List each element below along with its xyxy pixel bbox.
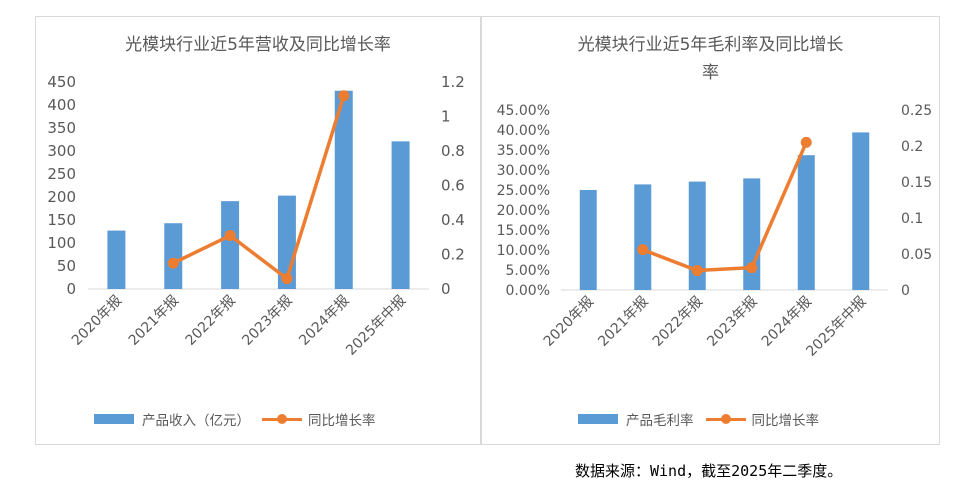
legend-item-growth: 同比增长率 <box>705 409 820 429</box>
y-left-tick-label: 25.00% <box>497 183 550 199</box>
margin-chart-title-line2: 率 <box>702 63 719 83</box>
bar <box>579 190 597 290</box>
growth-point <box>637 244 649 256</box>
y-left-tick-label: 300 <box>47 142 76 160</box>
y-left-tick-label: 5.00% <box>506 263 550 279</box>
growth-line <box>642 141 808 273</box>
y-right-tick-label: 0.25 <box>901 103 932 119</box>
x-tick-label: 2023年报 <box>239 293 295 349</box>
x-tick-label: 2020年报 <box>541 294 597 350</box>
margin-chart-panel: 光模块行业近5年毛利率及同比增长 率 0.00% 5.00% 10.00% 15.00… <box>481 16 940 445</box>
x-tick-label: 2021年报 <box>595 294 651 350</box>
y-left-tick-label: 20.00% <box>497 203 550 219</box>
growth-point <box>281 273 293 285</box>
legend-item-revenue: 产品收入（亿元） <box>94 409 250 429</box>
legend-item-growth: 同比增长率 <box>262 409 376 429</box>
y-right-tick-label: 0.05 <box>901 247 932 263</box>
legend-line-swatch <box>262 414 302 424</box>
y-left-tick-label: 250 <box>47 165 76 183</box>
y-left-tick-label: 10.00% <box>497 243 550 259</box>
y-left-tick-label: 15.00% <box>497 223 550 239</box>
revenue-chart-plot: 0 50 100 150 200 250 300 350 400 450 0 0.2 0.4 0.6 0.8… <box>47 73 465 359</box>
y-right-tick-label: 0.15 <box>901 175 932 191</box>
revenue-chart-title-text: 光模块行业近5年营收及同比增长率 <box>125 35 391 55</box>
bar <box>634 184 652 290</box>
growth-point <box>691 265 703 277</box>
legend-line-swatch <box>705 414 746 424</box>
growth-point <box>800 136 812 148</box>
margin-chart-title-line1: 光模块行业近5年毛利率及同比增长 <box>577 35 844 55</box>
y-right-tick-label: 0.4 <box>441 211 465 229</box>
y-left-tick-label: 350 <box>47 119 76 137</box>
legend-label-growth: 同比增长率 <box>308 413 376 429</box>
y-right-tick-label: 0.1 <box>901 211 923 227</box>
bar <box>221 201 240 289</box>
y-left-tick-label: 400 <box>47 96 76 114</box>
y-left-tick-label: 0.00% <box>506 283 550 299</box>
legend-bar-swatch <box>578 414 618 424</box>
y-right-tick-label: 0.8 <box>441 142 465 160</box>
y-right-tick-label: 1 <box>441 108 451 126</box>
y-right-tick-label: 0.2 <box>901 139 923 155</box>
y-left-tick-label: 40.00% <box>497 123 550 139</box>
x-tick-label: 2024年报 <box>296 293 352 349</box>
legend-item-margin: 产品毛利率 <box>578 409 694 429</box>
revenue-chart-panel: 光模块行业近5年营收及同比增长率 0 50 100 150 200 250 300 350 40… <box>35 16 481 445</box>
bar <box>688 181 706 290</box>
bar <box>107 230 126 289</box>
y-left-tick-label: 50 <box>57 257 76 275</box>
y-right-tick-label: 0 <box>901 283 910 299</box>
y-left-tick-label: 150 <box>47 211 76 229</box>
margin-chart-plot: 0.00% 5.00% 10.00% 15.00% 20.00% 25.00% 30.00%… <box>497 103 933 360</box>
x-tick-label: 2023年报 <box>704 294 760 350</box>
bar <box>852 132 870 290</box>
y-right-tick-label: 0 <box>441 280 451 298</box>
legend-label-revenue: 产品收入（亿元） <box>142 413 250 429</box>
margin-chart-legend: 产品毛利率 同比增长率 <box>578 409 819 429</box>
y-left-tick-label: 100 <box>47 234 76 252</box>
margin-chart-title: 光模块行业近5年毛利率及同比增长 率 <box>482 31 939 87</box>
x-tick-label: 2024年报 <box>759 294 815 350</box>
growth-point <box>338 90 350 102</box>
y-right-tick-label: 0.6 <box>441 177 465 195</box>
x-tick-label: 2022年报 <box>650 294 706 350</box>
revenue-chart-legend: 产品收入（亿元） 同比增长率 <box>94 409 376 429</box>
growth-point <box>224 230 236 242</box>
legend-label-growth: 同比增长率 <box>751 413 820 429</box>
growth-line <box>172 95 346 281</box>
source-note: 数据来源：Wind，截至2025年二季度。 <box>575 462 843 480</box>
bar <box>164 223 183 289</box>
bar <box>797 155 815 290</box>
growth-point <box>167 257 179 269</box>
y-left-tick-label: 200 <box>47 188 76 206</box>
bar <box>743 178 761 290</box>
x-tick-label: 2021年报 <box>126 293 182 349</box>
x-tick-label: 2025年中报 <box>343 293 409 359</box>
x-tick-label: 2022年报 <box>183 293 239 349</box>
bar <box>334 90 353 290</box>
legend-label-margin: 产品毛利率 <box>626 413 694 429</box>
bar <box>391 141 410 289</box>
y-left-tick-label: 35.00% <box>497 143 550 159</box>
y-left-tick-label: 30.00% <box>497 163 550 179</box>
x-tick-label: 2020年报 <box>69 293 125 349</box>
growth-point <box>746 262 758 274</box>
legend-bar-swatch <box>94 414 134 424</box>
y-right-tick-label: 1.2 <box>441 73 465 91</box>
y-right-tick-label: 0.2 <box>441 246 465 264</box>
y-left-tick-label: 450 <box>47 73 76 91</box>
revenue-chart-title: 光模块行业近5年营收及同比增长率 <box>36 31 480 59</box>
y-left-tick-label: 45.00% <box>497 103 550 119</box>
y-left-tick-label: 0 <box>66 280 76 298</box>
